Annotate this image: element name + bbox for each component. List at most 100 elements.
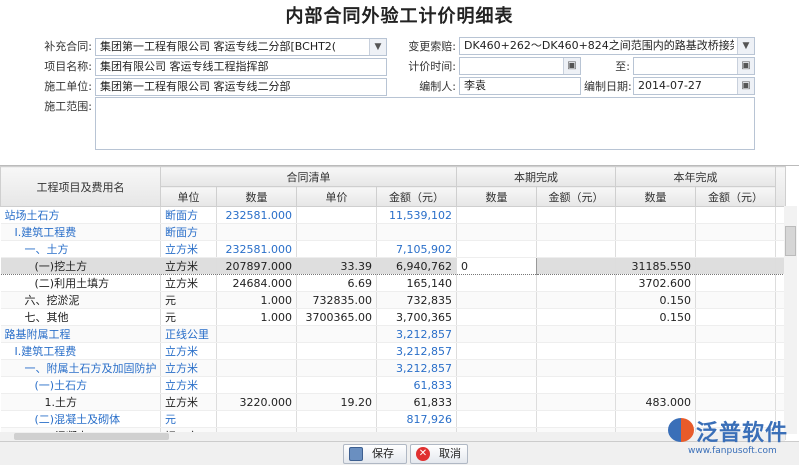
cell-pqty[interactable]: [456, 376, 537, 394]
cell-pamt[interactable]: [536, 274, 616, 292]
table-row[interactable]: Ⅰ.建筑工程费 立方米 3,212,857: [0, 342, 786, 360]
header-period-amount[interactable]: 金额（元）: [536, 186, 616, 207]
chevron-down-icon[interactable]: ▼: [737, 38, 754, 54]
cell-yqty[interactable]: 0.150: [615, 291, 696, 309]
cell-pqty[interactable]: [456, 291, 537, 309]
cell-amount[interactable]: 6,940,762: [376, 257, 457, 275]
cell-name[interactable]: (一)土石方: [0, 376, 161, 394]
scroll-thumb[interactable]: [14, 433, 169, 440]
cell-amount[interactable]: 11,539,102: [376, 206, 457, 224]
save-button[interactable]: 保存: [343, 444, 407, 464]
cell-qty[interactable]: 232581.000: [216, 240, 297, 258]
cell-name[interactable]: 站场土石方: [0, 206, 161, 224]
cell-unit[interactable]: 立方米: [160, 240, 217, 258]
cell-amount[interactable]: 3,700,365: [376, 308, 457, 326]
cell-qty[interactable]: [216, 223, 297, 241]
cell-yamt[interactable]: [695, 291, 776, 309]
cell-price[interactable]: [296, 223, 377, 241]
cell-unit[interactable]: 断面方: [160, 223, 217, 241]
cell-price[interactable]: 6.69: [296, 274, 377, 292]
cell-yamt[interactable]: [695, 308, 776, 326]
cell-yqty[interactable]: [615, 240, 696, 258]
cell-name[interactable]: (二)利用土填方: [0, 274, 161, 292]
cell-yamt[interactable]: [695, 342, 776, 360]
cell-price[interactable]: 19.20: [296, 393, 377, 411]
cell-qty[interactable]: [216, 376, 297, 394]
table-row[interactable]: (二)混凝土及砌体元 817,926: [0, 410, 786, 428]
cell-pamt[interactable]: [536, 342, 616, 360]
cell-pamt[interactable]: [536, 410, 616, 428]
cell-pamt[interactable]: [536, 223, 616, 241]
header-year-amount[interactable]: 金额（元）: [695, 186, 776, 207]
table-row[interactable]: (一)挖土方 立方米 207897.000 33.39 6,940,762 0 31185.…: [0, 257, 786, 275]
cell-yamt[interactable]: [695, 325, 776, 343]
cancel-button[interactable]: ✕ 取消: [410, 444, 468, 464]
cell-pqty[interactable]: [456, 308, 537, 326]
cell-unit[interactable]: 断面方: [160, 206, 217, 224]
cell-yamt[interactable]: [695, 223, 776, 241]
header-price[interactable]: 单价: [296, 186, 377, 207]
cell-unit[interactable]: 元: [160, 308, 217, 326]
cell-unit[interactable]: 元: [160, 291, 217, 309]
cell-name[interactable]: Ⅰ.建筑工程费: [0, 342, 161, 360]
construction-unit-field[interactable]: 集团第一工程有限公司 客运专线二分部: [95, 78, 387, 96]
project-name-field[interactable]: 集团有限公司 客运专线工程指挥部: [95, 58, 387, 76]
calendar-icon[interactable]: ▣: [563, 58, 580, 74]
cell-qty[interactable]: [216, 342, 297, 360]
cell-yqty[interactable]: 0.150: [615, 308, 696, 326]
cell-name[interactable]: 六、挖淤泥: [0, 291, 161, 309]
compiler-field[interactable]: 李袁: [459, 77, 581, 95]
cell-qty[interactable]: [216, 410, 297, 428]
cell-yqty[interactable]: [615, 359, 696, 377]
table-row[interactable]: Ⅰ.建筑工程费 断面方: [0, 223, 786, 241]
change-claim-select[interactable]: DK460+262～DK460+824之间范围内的路基改桥接架空 ▼: [459, 37, 755, 55]
cell-name[interactable]: Ⅰ.建筑工程费: [0, 223, 161, 241]
cell-unit[interactable]: 立方米: [160, 393, 217, 411]
cell-unit[interactable]: 元: [160, 410, 217, 428]
calendar-icon[interactable]: ▣: [737, 58, 754, 74]
cell-qty[interactable]: [216, 325, 297, 343]
cell-qty[interactable]: 207897.000: [216, 257, 297, 275]
cell-amount[interactable]: [376, 223, 457, 241]
cell-pamt[interactable]: [536, 257, 616, 275]
cell-yamt[interactable]: [695, 376, 776, 394]
pricing-time-field[interactable]: ▣: [459, 57, 581, 75]
cell-yamt[interactable]: [695, 274, 776, 292]
cell-yqty[interactable]: [615, 342, 696, 360]
supplement-contract-select[interactable]: 集团第一工程有限公司 客运专线二分部[BCHT2(▼: [95, 38, 387, 56]
header-qty[interactable]: 数量: [216, 186, 297, 207]
cell-qty[interactable]: 232581.000: [216, 206, 297, 224]
cell-price[interactable]: 33.39: [296, 257, 377, 275]
table-row[interactable]: 1.土方 立方米 3220.000 19.20 61,833 483.000: [0, 393, 786, 411]
cell-pqty[interactable]: [456, 206, 537, 224]
cell-amount[interactable]: 3,212,857: [376, 342, 457, 360]
horizontal-scrollbar[interactable]: [0, 432, 785, 441]
to-date-field[interactable]: ▣: [633, 57, 755, 75]
cell-yqty[interactable]: [615, 376, 696, 394]
chevron-down-icon[interactable]: ▼: [369, 39, 386, 55]
cell-price[interactable]: [296, 359, 377, 377]
cell-yqty[interactable]: [615, 223, 696, 241]
compile-date-field[interactable]: 2014-07-27 ▣: [633, 77, 755, 95]
cell-pqty[interactable]: [456, 274, 537, 292]
cell-pamt[interactable]: [536, 206, 616, 224]
table-row[interactable]: 站场土石方 断面方 232581.000 11,539,102: [0, 206, 786, 224]
cell-name[interactable]: 一、土方: [0, 240, 161, 258]
cell-price[interactable]: 732835.00: [296, 291, 377, 309]
cell-yqty[interactable]: [615, 325, 696, 343]
cell-yamt[interactable]: [695, 359, 776, 377]
cell-pqty[interactable]: [456, 410, 537, 428]
cell-name[interactable]: 七、其他: [0, 308, 161, 326]
cell-yqty[interactable]: 3702.600: [615, 274, 696, 292]
vertical-scrollbar[interactable]: [784, 206, 797, 434]
cell-pqty[interactable]: [456, 223, 537, 241]
cell-pamt[interactable]: [536, 240, 616, 258]
cell-pqty[interactable]: 0: [456, 257, 537, 275]
cell-price[interactable]: [296, 376, 377, 394]
cell-pqty[interactable]: [456, 240, 537, 258]
cell-amount[interactable]: 817,926: [376, 410, 457, 428]
cell-qty[interactable]: [216, 359, 297, 377]
cell-unit[interactable]: 立方米: [160, 376, 217, 394]
cell-yamt[interactable]: [695, 410, 776, 428]
cell-pamt[interactable]: [536, 308, 616, 326]
